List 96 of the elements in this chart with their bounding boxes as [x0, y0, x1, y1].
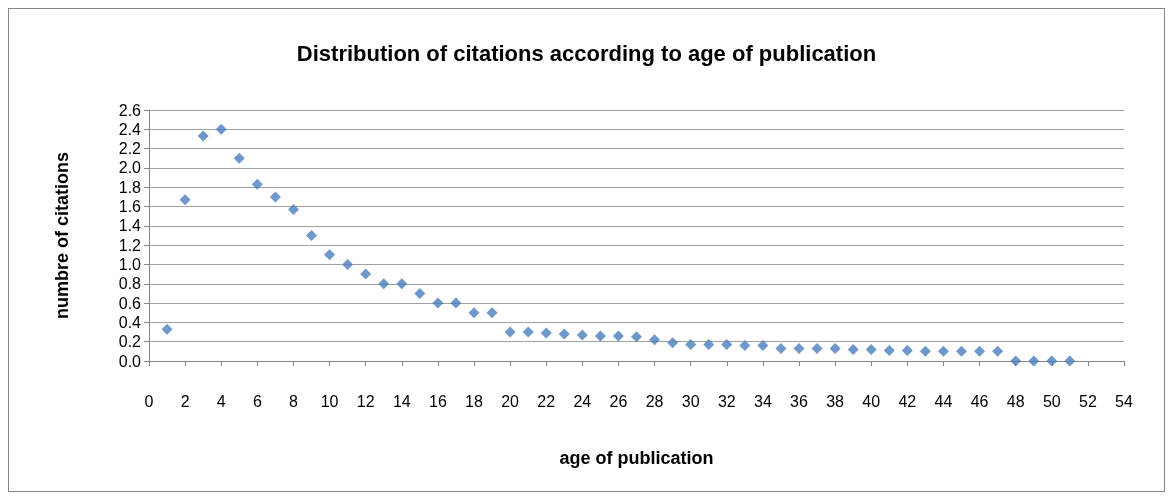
point [161, 323, 173, 335]
y-tick-label: 1.8 [118, 178, 142, 196]
x-tick-label: 34 [753, 392, 772, 410]
x-tick-label: 22 [537, 392, 556, 410]
point [901, 344, 913, 356]
y-tick-label: 0.6 [118, 294, 142, 312]
x-tick-label: 52 [1078, 392, 1097, 410]
point [775, 342, 787, 354]
point [432, 297, 444, 309]
x-tick-label: 8 [288, 392, 298, 410]
point [468, 307, 480, 319]
point [811, 342, 823, 354]
point [631, 331, 642, 343]
point [396, 278, 408, 290]
y-tick-label: 1.2 [118, 236, 142, 254]
x-tick-label: 50 [1042, 392, 1061, 410]
point [414, 287, 426, 299]
point [721, 339, 733, 351]
point [685, 339, 697, 351]
point [179, 194, 191, 206]
x-tick-label: 24 [573, 392, 592, 410]
point [287, 203, 299, 215]
y-tick-label: 2.6 [118, 101, 142, 119]
point [306, 230, 317, 241]
point [793, 342, 805, 354]
x-tick-label: 4 [216, 392, 226, 410]
chart-title: Distribution of citations according to age of publication [296, 40, 877, 66]
point [937, 345, 949, 357]
point [360, 268, 372, 280]
point [1028, 355, 1040, 367]
point [324, 249, 336, 261]
point [667, 337, 679, 349]
point [486, 307, 498, 319]
y-tick-label: 0.4 [118, 313, 142, 331]
x-tick-label: 2 [180, 392, 190, 410]
point [251, 178, 263, 190]
point [594, 330, 606, 342]
y-tick-label: 0.2 [118, 333, 142, 351]
y-tick-label: 1.4 [118, 217, 142, 235]
point [504, 326, 516, 338]
point [269, 191, 281, 203]
point [883, 344, 895, 356]
x-tick-label: 6 [252, 392, 262, 410]
y-tick-label: 2.0 [118, 159, 142, 177]
x-tick-label: 30 [681, 392, 700, 410]
x-tick-label: 46 [970, 392, 989, 410]
point [450, 297, 462, 309]
x-tick-label: 32 [717, 392, 736, 410]
point [919, 345, 931, 357]
x-tick-label: 36 [790, 392, 808, 410]
point [558, 328, 570, 340]
x-tick-label: 16 [428, 392, 447, 410]
point [974, 345, 986, 357]
x-tick-label: 42 [898, 392, 917, 410]
point [847, 343, 859, 355]
x-tick-label: 20 [501, 392, 520, 410]
point [757, 340, 769, 352]
y-tick-label: 1.0 [118, 255, 142, 273]
x-tick-label: 26 [609, 392, 628, 410]
point [233, 152, 245, 164]
y-tick-label: 2.4 [118, 120, 142, 138]
x-tick-label: 40 [862, 392, 881, 410]
point [649, 334, 661, 346]
point [1046, 355, 1058, 367]
x-tick-label: 12 [356, 392, 375, 410]
point [540, 327, 552, 339]
point [1064, 355, 1076, 367]
x-tick-label: 48 [1006, 392, 1025, 410]
x-tick-label: 28 [645, 392, 664, 410]
point [215, 123, 227, 135]
point [739, 340, 751, 352]
y-tick-label: 0.0 [118, 352, 142, 370]
x-tick-label: 18 [465, 392, 483, 410]
point [703, 339, 715, 351]
y-tick-label: 0.8 [118, 275, 142, 293]
point [992, 345, 1004, 357]
point [1010, 355, 1022, 367]
y-axis-title: numbre of citations [52, 151, 72, 320]
point [342, 258, 354, 270]
point [956, 345, 967, 357]
point [865, 343, 877, 355]
y-tick-label: 2.2 [118, 140, 142, 158]
point [197, 130, 209, 142]
x-tick-label: 14 [392, 392, 411, 410]
point [522, 326, 534, 338]
x-tick-label: 44 [934, 392, 953, 410]
y-tick-label: 1.6 [118, 198, 142, 216]
x-tick-label: 54 [1115, 392, 1133, 410]
point [829, 342, 841, 354]
x-tick-label: 10 [320, 392, 339, 410]
point [612, 330, 624, 342]
point [576, 329, 588, 341]
x-tick-label: 38 [826, 392, 845, 410]
x-axis-title: age of publication [559, 448, 714, 468]
point [378, 278, 390, 290]
x-tick-label: 0 [144, 392, 154, 410]
